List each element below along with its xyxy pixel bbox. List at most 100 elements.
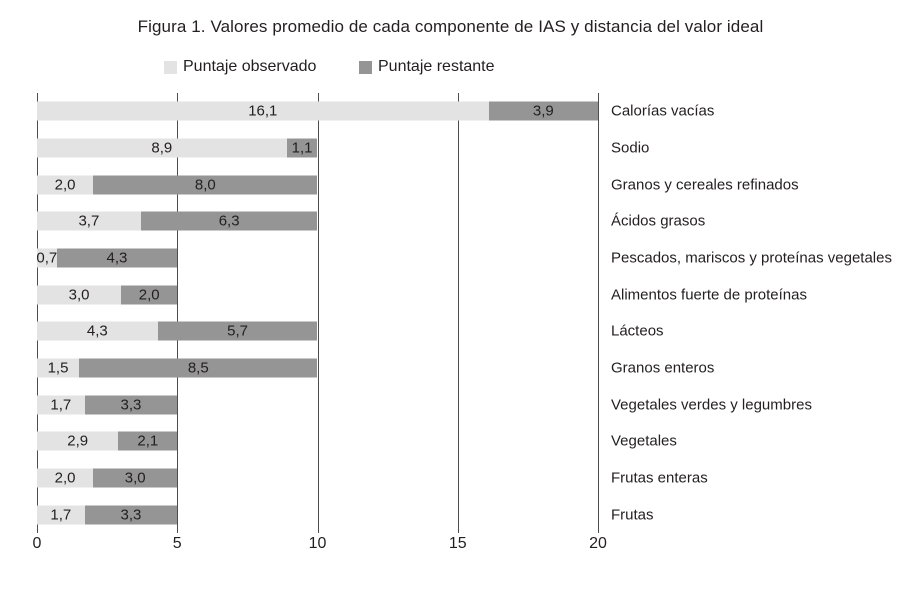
bar-segment-restante: 6,3 [140, 211, 318, 231]
stacked-bar: 2,0 3,0 [37, 468, 178, 488]
category-label: Lácteos [611, 322, 664, 340]
gridline [177, 93, 179, 533]
stacked-bar: 0,7 4,3 [36, 248, 178, 268]
bar-segment-observado: 2,9 [37, 431, 119, 451]
bar-row: 16,1 3,9 Calorías vacías [37, 93, 714, 130]
bar-row: 1,7 3,3 Vegetales verdes y legumbres [37, 386, 812, 423]
bar-segment-observado: 3,7 [37, 211, 141, 231]
bar-segment-observado: 16,1 [37, 101, 489, 121]
bar-value-label: 1,7 [50, 396, 72, 414]
bar-value-label: 1,5 [47, 359, 69, 377]
bar-value-label: 3,0 [124, 469, 146, 487]
stacked-bar: 8,9 1,1 [37, 138, 318, 158]
bar-value-label: 3,9 [532, 102, 554, 120]
x-tick-label: 0 [32, 535, 42, 552]
stacked-bar: 3,7 6,3 [37, 211, 318, 231]
plot-area: 0 5 10 15 20 16,1 3,9 Calorías vacías 8,9 1,1 Sodi… [33, 93, 892, 552]
chart-title: Figura 1. Valores promedio de cada compo… [137, 17, 764, 36]
bar-value-label: 8,5 [187, 359, 209, 377]
bar-segment-observado: 3,0 [37, 285, 122, 305]
bar-segment-restante: 3,0 [93, 468, 178, 488]
bar-value-label: 2,0 [54, 469, 76, 487]
bar-segment-restante: 3,3 [84, 395, 178, 415]
bar-segment-restante: 3,9 [488, 101, 598, 121]
bar-value-label: 8,0 [194, 176, 216, 194]
bar-value-label: 3,0 [68, 286, 90, 304]
stacked-bar: 2,0 8,0 [37, 175, 318, 195]
category-label: Ácidos grasos [611, 212, 706, 230]
bar-value-label: 2,0 [138, 286, 160, 304]
bar-value-label: 3,7 [78, 212, 100, 230]
category-label: Calorías vacías [611, 102, 715, 120]
bar-segment-restante: 5,7 [157, 321, 318, 341]
stacked-bar: 16,1 3,9 [37, 101, 598, 121]
stacked-bar: 3,0 2,0 [37, 285, 178, 305]
legend-item-restante: Puntaje restante [359, 58, 495, 76]
stacked-bar: 4,3 5,7 [37, 321, 318, 341]
bar-segment-restante: 1,1 [286, 138, 318, 158]
stacked-bar: 1,7 3,3 [37, 505, 178, 525]
x-tick-label: 10 [308, 535, 327, 552]
gridline [598, 93, 599, 533]
bar-row: 0,7 4,3 Pescados, mariscos y proteínas veg… [36, 240, 892, 277]
bar-segment-restante: 3,3 [84, 505, 178, 525]
bar-segment-observado: 8,9 [37, 138, 287, 158]
category-label: Vegetales verdes y legumbres [611, 396, 812, 414]
x-tick-label: 20 [589, 535, 607, 552]
bar-row: 1,5 8,5 Granos enteros [37, 350, 714, 387]
legend-swatch-observado-icon [164, 60, 177, 74]
category-label: Vegetales [611, 432, 677, 450]
legend-swatch-restante-icon [359, 60, 372, 74]
bar-value-label: 4,3 [86, 322, 108, 340]
x-tick-label: 5 [172, 535, 182, 552]
category-label: Frutas enteras [611, 469, 708, 487]
bar-row: 4,3 5,7 Lácteos [37, 313, 664, 350]
bar-value-label: 1,1 [291, 139, 313, 157]
legend-label-restante: Puntaje restante [378, 58, 495, 75]
category-label: Frutas [611, 506, 654, 524]
bar-segment-observado: 2,0 [37, 468, 94, 488]
category-label: Pescados, mariscos y proteínas vegetales [611, 249, 892, 267]
legend-label-observado: Puntaje observado [183, 58, 317, 75]
bar-value-label: 1,7 [50, 506, 72, 524]
bar-row: 1,7 3,3 Frutas [37, 496, 654, 533]
stacked-bar: 1,7 3,3 [37, 395, 178, 415]
category-label: Granos enteros [611, 359, 715, 377]
category-label: Alimentos fuerte de proteínas [611, 286, 807, 304]
bar-value-label: 2,1 [137, 432, 159, 450]
bar-value-label: 2,9 [67, 432, 89, 450]
bar-segment-restante: 8,0 [93, 175, 318, 195]
bar-row: 8,9 1,1 Sodio [37, 130, 649, 167]
bar-segment-observado: 2,0 [37, 175, 94, 195]
bar-segment-observado: 4,3 [37, 321, 158, 341]
x-tick-label: 15 [448, 535, 467, 552]
gridline [457, 93, 459, 533]
category-label: Granos y cereales refinados [611, 176, 799, 194]
bar-segment-restante: 4,3 [56, 248, 178, 268]
bar-value-label: 0,7 [36, 249, 58, 267]
bar-segment-observado: 1,7 [37, 505, 85, 525]
bar-row: 3,0 2,0 Alimentos fuerte de proteínas [37, 276, 807, 313]
bar-segment-restante: 2,1 [118, 431, 178, 451]
bar-segment-observado: 0,7 [36, 248, 58, 268]
bar-segment-observado: 1,7 [37, 395, 85, 415]
bar-value-label: 2,0 [54, 176, 76, 194]
bar-row: 2,0 8,0 Granos y cereales refinados [37, 166, 799, 203]
bar-value-label: 16,1 [248, 102, 278, 120]
bar-value-label: 3,3 [120, 396, 142, 414]
bar-value-label: 5,7 [227, 322, 248, 340]
legend-item-observado: Puntaje observado [164, 58, 316, 76]
chart-legend: Puntaje observado Puntaje restante [0, 58, 901, 78]
stacked-bar: 2,9 2,1 [37, 431, 178, 451]
bar-value-label: 4,3 [106, 249, 128, 267]
stacked-bar: 1,5 8,5 [37, 358, 318, 378]
gridline [37, 93, 38, 533]
gridline [317, 93, 319, 533]
bar-segment-observado: 1,5 [37, 358, 80, 378]
bar-row: 2,0 3,0 Frutas enteras [37, 460, 708, 497]
bar-row: 3,7 6,3 Ácidos grasos [37, 203, 705, 240]
bar-row: 2,9 2,1 Vegetales [37, 423, 677, 460]
bar-value-label: 8,9 [151, 139, 173, 157]
bar-value-label: 3,3 [120, 506, 142, 524]
